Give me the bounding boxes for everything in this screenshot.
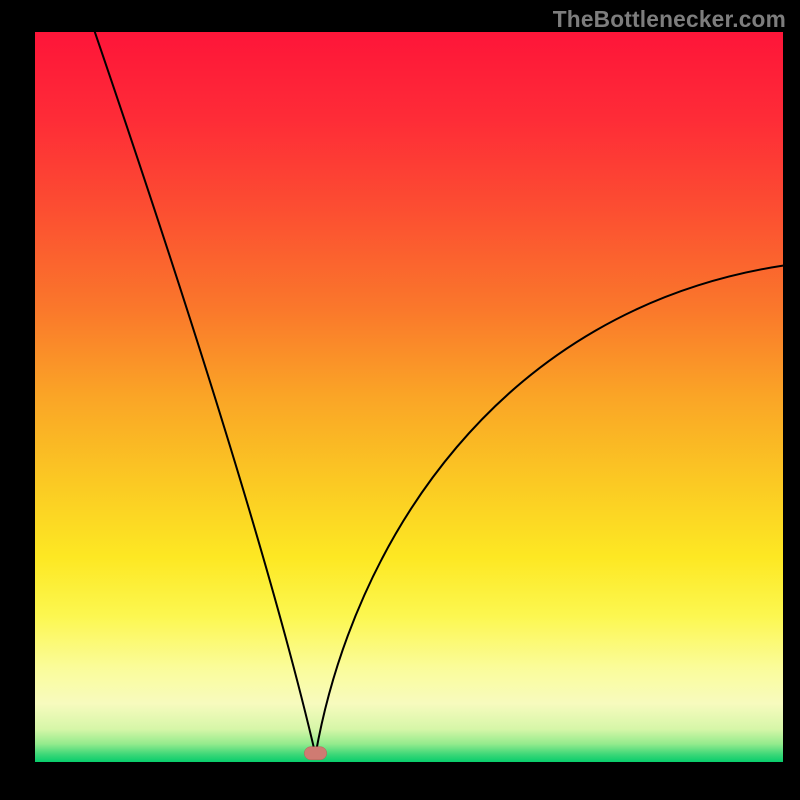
- bottleneck-chart: [0, 0, 800, 800]
- plot-background-gradient: [35, 32, 783, 762]
- figure-wrapper: TheBottlenecker.com: [0, 0, 800, 800]
- optimal-point-marker: [304, 747, 326, 760]
- watermark-text: TheBottlenecker.com: [553, 6, 786, 33]
